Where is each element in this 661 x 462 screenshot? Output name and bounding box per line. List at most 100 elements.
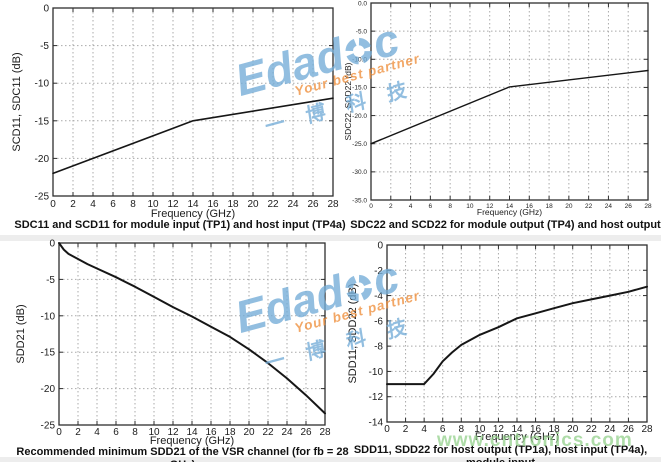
y-tick-label: -5 (40, 41, 49, 52)
x-tick-label: 2 (70, 199, 76, 210)
x-tick-label: 14 (186, 427, 198, 438)
row-separator-band (0, 235, 661, 241)
y-tick-label: 0 (49, 239, 55, 250)
x-tick-label: 28 (319, 427, 331, 438)
x-tick-label: 6 (110, 199, 116, 210)
x-tick-label: 8 (130, 199, 136, 210)
x-tick-label: 20 (243, 427, 255, 438)
x-tick-label: 4 (421, 424, 427, 435)
y-tick-label: -4 (374, 291, 383, 302)
y-tick-label: -15 (41, 348, 56, 359)
x-axis-label: Frequency (GHz) (150, 435, 234, 447)
x-tick-label: 22 (586, 424, 598, 435)
x-tick-label: 28 (327, 199, 339, 210)
x-tick-label: 14 (511, 424, 523, 435)
x-tick-label: 16 (526, 203, 534, 210)
x-tick-label: 12 (167, 427, 179, 438)
y-tick-label: -10 (41, 311, 56, 322)
x-axis-label: Frequency (GHz) (475, 431, 559, 443)
x-tick-label: 0 (369, 203, 373, 210)
x-tick-label: 24 (287, 199, 299, 210)
y-tick-label: -14 (369, 418, 384, 429)
x-tick-label: 26 (307, 199, 319, 210)
x-tick-label: 18 (545, 203, 553, 210)
y-tick-label: -12 (369, 392, 384, 403)
chart-panel-0: 0 2 4 6 8 10 12 14 16 18 20 22 24 26 280-5-10-15-20-25… (11, 4, 339, 221)
y-tick-label: -30.0 (352, 169, 367, 176)
x-tick-label: 10 (474, 424, 486, 435)
y-tick-label: -35.0 (352, 197, 367, 204)
caption-top-left: SDC11 and SCD11 for module input (TP1) a… (14, 219, 346, 231)
x-tick-label: 14 (187, 199, 199, 210)
y-tick-label: 0 (377, 241, 383, 252)
x-tick-label: 26 (625, 203, 633, 210)
x-tick-label: 20 (565, 203, 573, 210)
x-tick-label: 4 (90, 199, 96, 210)
x-tick-label: 2 (403, 424, 409, 435)
x-tick-label: 2 (389, 203, 393, 210)
y-tick-label: -25.0 (352, 141, 367, 148)
x-tick-label: 28 (641, 424, 653, 435)
x-tick-label: 18 (224, 427, 236, 438)
x-tick-label: 2 (75, 427, 81, 438)
y-tick-label: -20 (35, 154, 50, 165)
x-tick-label: 0 (384, 424, 390, 435)
x-tick-label: 4 (94, 427, 100, 438)
y-axis-label: SDC22, SCD22 (dB) (343, 62, 353, 140)
limit-curve (370, 69, 649, 145)
plot-border (386, 244, 648, 423)
y-tick-label: -20 (41, 384, 56, 395)
x-tick-label: 22 (585, 203, 593, 210)
y-tick-label: 0.0 (358, 0, 367, 7)
limit-curve (58, 242, 326, 415)
x-tick-label: 8 (448, 203, 452, 210)
limit-curve (52, 97, 334, 175)
chart-panel-2: 0 2 4 6 8 10 12 14 16 18 20 22 24 26 280-5-10-15-20-25… (15, 239, 331, 448)
bottom-band (0, 457, 661, 462)
x-axis-label: Frequency (GHz) (477, 207, 542, 217)
x-tick-label: 20 (567, 424, 579, 435)
chart-panel-3: 0 2 4 6 8 10 12 14 16 18 20 22 24 26 280-2-4-6-8-10-12… (347, 241, 653, 444)
y-tick-label: -5 (46, 275, 55, 286)
x-tick-label: 26 (300, 427, 312, 438)
x-tick-label: 10 (147, 199, 159, 210)
plot-border (58, 242, 326, 426)
x-tick-label: 28 (644, 203, 652, 210)
chart-panel-1: 0 2 4 6 8 10 12 14 16 18 20 22 24 26 280.0-5.0-10.0-15… (343, 0, 652, 217)
x-axis-label: Frequency (GHz) (151, 208, 235, 220)
caption-top-right: SDC22 and SCD22 for module output (TP4) … (350, 219, 661, 231)
y-tick-label: -15 (35, 116, 50, 127)
x-tick-label: 14 (506, 203, 514, 210)
x-tick-label: 24 (604, 424, 616, 435)
x-tick-label: 12 (493, 424, 505, 435)
y-tick-label: -15.0 (352, 85, 367, 92)
x-tick-label: 22 (262, 427, 274, 438)
x-tick-label: 6 (113, 427, 119, 438)
x-tick-label: 10 (148, 427, 160, 438)
x-tick-label: 12 (167, 199, 179, 210)
y-axis-label: SCD11, SDC11 (dB) (11, 52, 23, 151)
x-tick-label: 22 (267, 199, 279, 210)
x-tick-label: 26 (623, 424, 635, 435)
x-tick-label: 20 (247, 199, 259, 210)
x-tick-label: 24 (281, 427, 293, 438)
x-tick-label: 4 (409, 203, 413, 210)
x-tick-label: 16 (205, 427, 217, 438)
x-tick-label: 18 (549, 424, 561, 435)
x-tick-label: 8 (132, 427, 138, 438)
y-tick-label: -5.0 (356, 28, 368, 35)
x-tick-label: 16 (530, 424, 542, 435)
x-tick-label: 6 (440, 424, 446, 435)
x-tick-label: 12 (486, 203, 494, 210)
limit-curve (386, 285, 648, 386)
x-tick-label: 8 (459, 424, 465, 435)
x-tick-label: 24 (605, 203, 613, 210)
y-tick-label: -25 (41, 421, 56, 432)
x-tick-label: 0 (56, 427, 62, 438)
x-tick-label: 10 (466, 203, 474, 210)
y-tick-label: -10 (369, 367, 384, 378)
caption-bottom-right: SDD11, SDD22 for host output (TP1a), hos… (353, 444, 648, 462)
y-tick-label: 0 (43, 4, 49, 15)
